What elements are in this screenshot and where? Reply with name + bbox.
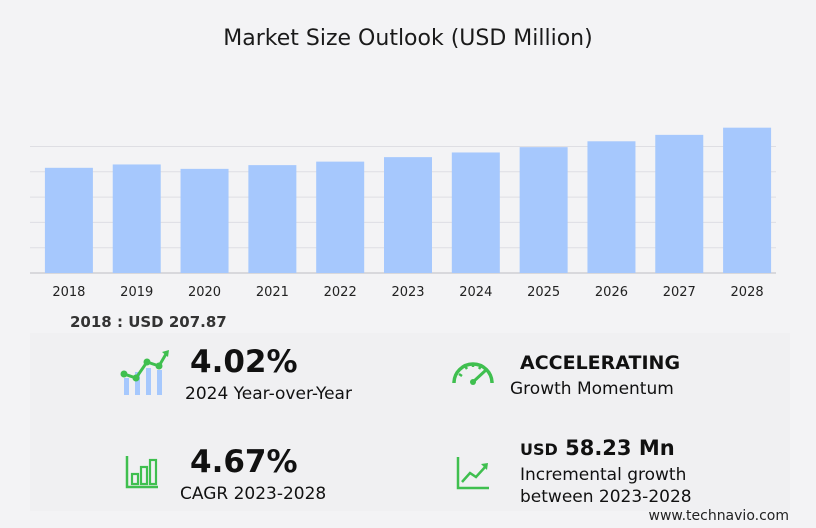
x-tick-2024: 2024 (459, 285, 492, 300)
chart-title: Market Size Outlook (USD Million) (223, 26, 593, 51)
incremental-amount: 58.23 Mn (565, 436, 675, 460)
incremental-prefix: USD (520, 440, 558, 459)
x-tick-2028: 2028 (731, 285, 764, 300)
bar-2023 (384, 157, 432, 273)
incremental-label-1: Incremental growth (520, 465, 687, 485)
bar-2020 (180, 168, 229, 273)
bar-chart: 2018 2019 2020 2021 2022 2023 2024 2025 2026 2027… (30, 127, 776, 300)
bar-2019 (112, 164, 161, 273)
x-tick-labels: 2018 2019 2020 2021 2022 2023 2024 2025 2026 2027… (52, 285, 763, 300)
speedometer-icon (452, 362, 494, 385)
bars (44, 127, 772, 273)
trend-up-icon (456, 457, 489, 490)
bar-2018 (44, 167, 93, 273)
momentum-label: Growth Momentum (510, 379, 674, 399)
base-year-value: 2018 : USD 207.87 (70, 313, 227, 331)
x-tick-2027: 2027 (663, 285, 696, 300)
bar-2024 (451, 152, 500, 273)
yoy-label: 2024 Year-over-Year (185, 384, 352, 404)
bar-2026 (587, 141, 636, 273)
x-tick-2023: 2023 (391, 285, 424, 300)
bar-2028 (723, 127, 772, 273)
incremental-value: USD 58.23 Mn (520, 436, 675, 460)
x-tick-2025: 2025 (527, 285, 560, 300)
incremental-label-2: between 2023-2028 (520, 487, 692, 507)
x-tick-2019: 2019 (120, 285, 153, 300)
bar-2025 (519, 147, 568, 273)
x-tick-2020: 2020 (188, 285, 221, 300)
bar-2027 (655, 134, 704, 273)
x-tick-2018: 2018 (52, 285, 85, 300)
growth-chart-icon (120, 350, 169, 395)
cagr-value: 4.67% (190, 444, 298, 480)
footer-brand: www.technavio.com (648, 508, 790, 524)
x-tick-2021: 2021 (256, 285, 289, 300)
momentum-value: ACCELERATING (520, 352, 681, 374)
yoy-value: 4.02% (190, 344, 298, 380)
bar-2022 (316, 161, 365, 273)
bar-chart-icon (125, 456, 158, 489)
x-tick-2026: 2026 (595, 285, 628, 300)
x-tick-2022: 2022 (324, 285, 357, 300)
cagr-label: CAGR 2023-2028 (180, 484, 327, 504)
bar-2021 (248, 165, 297, 273)
